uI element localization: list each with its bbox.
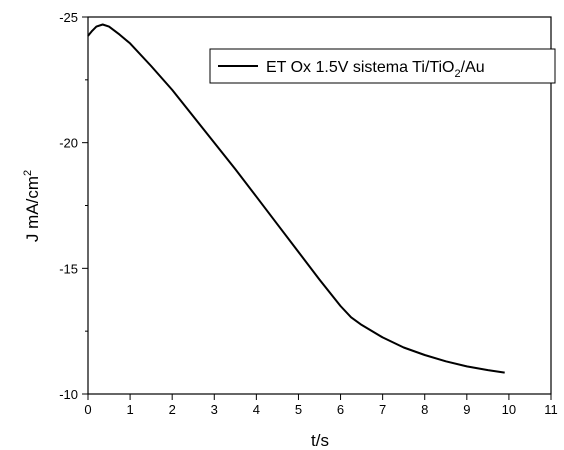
legend: ET Ox 1.5V sistema Ti/TiO2/Au — [209, 48, 556, 84]
y-tick-label: -10 — [59, 387, 78, 402]
x-tick-label: 3 — [211, 402, 218, 417]
y-axis-label: J mA/cm2 — [22, 170, 42, 242]
series-layer — [87, 23, 505, 374]
y-tick-label: -15 — [59, 261, 78, 276]
legend-box — [209, 48, 556, 84]
x-tick-label: 9 — [463, 402, 470, 417]
x-tick-label: 8 — [421, 402, 428, 417]
x-tick-label: 1 — [126, 402, 133, 417]
y-axis-label-main: J mA/cm — [23, 176, 42, 242]
x-tick-label: 5 — [295, 402, 302, 417]
y-axis-label-superscript: 2 — [22, 170, 34, 176]
y-tick-label: -25 — [59, 10, 78, 25]
x-tick-label: 6 — [337, 402, 344, 417]
x-tick-label: 7 — [379, 402, 386, 417]
legend-label-main: ET Ox 1.5V sistema Ti/TiO — [266, 59, 455, 76]
x-axis: 0 1 2 3 4 5 6 7 8 9 10 11 — [84, 394, 558, 417]
x-tick-label: 4 — [253, 402, 260, 417]
legend-label: ET Ox 1.5V sistema Ti/TiO2/Au — [266, 59, 485, 80]
x-tick-label: 11 — [544, 402, 558, 417]
y-axis: -10 -15 -20 -25 — [59, 10, 88, 402]
x-tick-label: 10 — [502, 402, 516, 417]
legend-label-tail: /Au — [461, 59, 485, 76]
x-tick-label: 0 — [84, 402, 91, 417]
x-axis-label: t/s — [311, 431, 329, 450]
y-tick-label: -20 — [59, 136, 78, 151]
legend-label-subscript: 2 — [455, 68, 461, 80]
series-line — [87, 23, 505, 374]
x-tick-label: 2 — [169, 402, 176, 417]
